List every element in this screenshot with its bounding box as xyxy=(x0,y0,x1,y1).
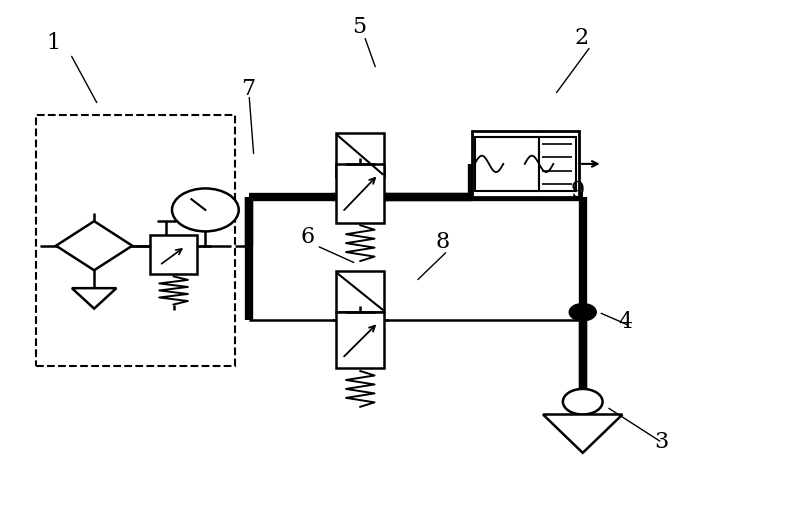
Text: 7: 7 xyxy=(241,78,255,100)
Polygon shape xyxy=(543,415,622,453)
Text: 4: 4 xyxy=(618,311,633,332)
Text: 2: 2 xyxy=(574,27,589,49)
Bar xyxy=(337,164,384,223)
Text: 6: 6 xyxy=(301,226,315,248)
Bar xyxy=(337,312,384,369)
Text: 3: 3 xyxy=(654,431,669,453)
Bar xyxy=(337,271,384,312)
Text: 8: 8 xyxy=(436,231,450,253)
Circle shape xyxy=(172,188,238,232)
Bar xyxy=(36,115,234,366)
Circle shape xyxy=(570,303,596,321)
Text: 1: 1 xyxy=(46,32,61,54)
Bar xyxy=(337,133,384,177)
Circle shape xyxy=(563,389,602,415)
Bar xyxy=(150,235,198,274)
Text: 9: 9 xyxy=(571,180,585,202)
Bar xyxy=(474,137,539,191)
Polygon shape xyxy=(72,288,116,309)
Bar xyxy=(539,137,575,191)
Polygon shape xyxy=(56,221,132,270)
Bar xyxy=(471,131,578,197)
Text: 5: 5 xyxy=(352,17,366,38)
